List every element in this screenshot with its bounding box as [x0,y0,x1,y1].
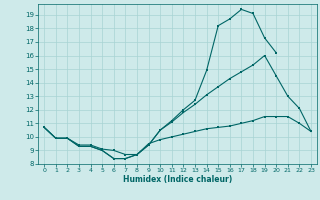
X-axis label: Humidex (Indice chaleur): Humidex (Indice chaleur) [123,175,232,184]
